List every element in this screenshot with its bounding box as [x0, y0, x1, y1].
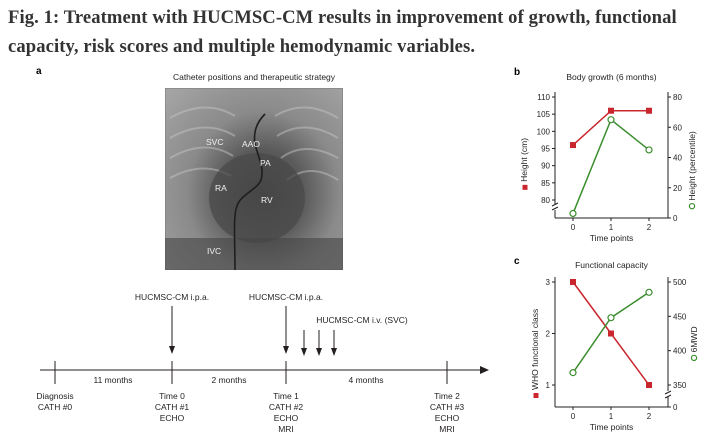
right-axis-tick-label: 40: [673, 154, 682, 163]
xray-label-pa: PA: [260, 158, 271, 168]
diaphragm-shadow: [165, 238, 343, 270]
right-axis-tick-label: 60: [673, 123, 682, 132]
left-axis-label-group: Height (cm): [519, 138, 529, 190]
data-point-circle: [607, 314, 615, 322]
data-point-circle: [569, 369, 577, 377]
right-axis-tick-label: 0: [673, 403, 678, 412]
timeline: [40, 306, 489, 384]
right-axis-tick-label: 80: [673, 93, 682, 102]
left-axis-tick-label: 100: [537, 127, 551, 136]
data-point-square: [570, 279, 576, 285]
event-line-time0-1: ECHO: [160, 413, 185, 423]
event-line-time1-1: ECHO: [274, 413, 299, 423]
right-axis-tick-label: 350: [673, 381, 687, 390]
right-axis-break: [664, 390, 672, 399]
left-axis-tick-label: 80: [541, 196, 550, 205]
data-point-square: [646, 107, 652, 114]
catheter-line: [233, 113, 266, 270]
event-label-diagnosis: Diagnosis: [36, 391, 73, 401]
right-axis-tick-label: 0: [673, 214, 678, 223]
left-axis-tick-label: 110: [537, 93, 550, 102]
intervention-label-0: HUCMSC-CM i.p.a.: [135, 292, 209, 302]
right-axis-label: 6MWD: [689, 326, 699, 352]
left-axis-label-group: WHO functional class: [530, 309, 540, 398]
data-point-circle: [645, 146, 653, 154]
catheter-xray-image: SVC AAO PA RA RV IVC: [165, 88, 343, 270]
data-point-circle: [607, 116, 615, 124]
x-axis-tick-label: 1: [609, 412, 614, 421]
xray-label-svc: SVC: [206, 137, 223, 147]
right-axis-tick-label: 20: [673, 184, 682, 193]
event-line-time2-2: MRI: [439, 424, 455, 434]
interval-label-0: 11 months: [93, 375, 132, 385]
event-line-time1-0: CATH #2: [269, 402, 304, 412]
data-point-square: [570, 142, 576, 149]
x-axis-tick-label: 0: [571, 412, 576, 421]
data-point-circle: [645, 288, 653, 296]
right-axis-label: Height (percentile): [687, 131, 697, 201]
right-axis-tick-label: 500: [673, 278, 687, 287]
event-line-time2-0: CATH #3: [430, 402, 465, 412]
left-axis-tick-label: 3: [546, 278, 551, 287]
chart-title: Body growth (6 months): [566, 72, 656, 82]
left-axis-label: WHO functional class: [530, 309, 540, 390]
figure-title: Fig. 1: Treatment with HUCMSC-CM results…: [8, 7, 677, 57]
left-axis-legend-marker: [533, 393, 539, 398]
xray-title: Catheter positions and therapeutic strat…: [173, 72, 336, 82]
intervention-label-1: HUCMSC-CM i.p.a.: [249, 292, 323, 302]
data-point-circle: [569, 209, 577, 218]
data-point-square: [608, 330, 614, 337]
x-axis-label: Time points: [590, 422, 634, 432]
left-axis-tick-label: 95: [541, 145, 550, 154]
event-line-diagnosis-0: CATH #0: [38, 402, 73, 412]
right-axis-legend-marker: [688, 202, 696, 210]
timeline-arrowhead: [480, 366, 489, 374]
xray-label-rv: RV: [261, 195, 273, 205]
x-axis-label: Time points: [590, 233, 634, 243]
right-axis-label-group: 6MWD: [689, 326, 699, 362]
right-axis-tick-label: 400: [673, 347, 687, 356]
chart-title: Functional capacity: [575, 260, 649, 270]
left-axis-legend-marker: [522, 184, 528, 190]
right-axis-tick-label: 450: [673, 312, 687, 321]
intervention-label-2: HUCMSC-CM i.v. (SVC): [316, 315, 408, 325]
xray-label-ivc: IVC: [207, 246, 221, 256]
x-axis-tick-label: 2: [647, 223, 652, 232]
interval-label-2: 4 months: [349, 375, 384, 385]
x-axis-tick-label: 1: [609, 223, 614, 232]
heart-shadow: [209, 153, 305, 243]
xray-overlay: SVC AAO PA RA RV IVC: [165, 88, 343, 270]
panel-letter-a: a: [36, 66, 42, 77]
right-axis-label-group: Height (percentile): [687, 131, 697, 210]
data-point-square: [608, 107, 614, 114]
left-axis-break: [551, 202, 559, 211]
event-label-time1: Time 1: [273, 391, 299, 401]
event-line-time2-1: ECHO: [435, 413, 460, 423]
left-axis-tick-label: 105: [537, 110, 551, 119]
event-label-time0: Time 0: [159, 391, 185, 401]
event-line-time0-0: CATH #1: [155, 402, 190, 412]
panel-letter-c: c: [514, 256, 520, 267]
panel-letter-b: b: [514, 67, 521, 78]
left-axis-tick-label: 90: [541, 162, 550, 171]
interval-label-1: 2 months: [212, 375, 247, 385]
left-axis-tick-label: 85: [541, 179, 550, 188]
xray-label-ra: RA: [215, 183, 227, 193]
xray-label-aao: AAO: [242, 139, 260, 149]
event-label-time2: Time 2: [434, 391, 460, 401]
data-point-square: [646, 382, 652, 388]
left-axis-label: Height (cm): [519, 138, 529, 182]
left-axis-tick-label: 2: [546, 330, 551, 339]
right-axis-legend-marker: [690, 354, 698, 362]
left-axis-tick-label: 1: [546, 381, 551, 390]
event-line-time1-2: MRI: [278, 424, 294, 434]
x-axis-tick-label: 0: [571, 223, 576, 232]
x-axis-tick-label: 2: [647, 412, 652, 421]
